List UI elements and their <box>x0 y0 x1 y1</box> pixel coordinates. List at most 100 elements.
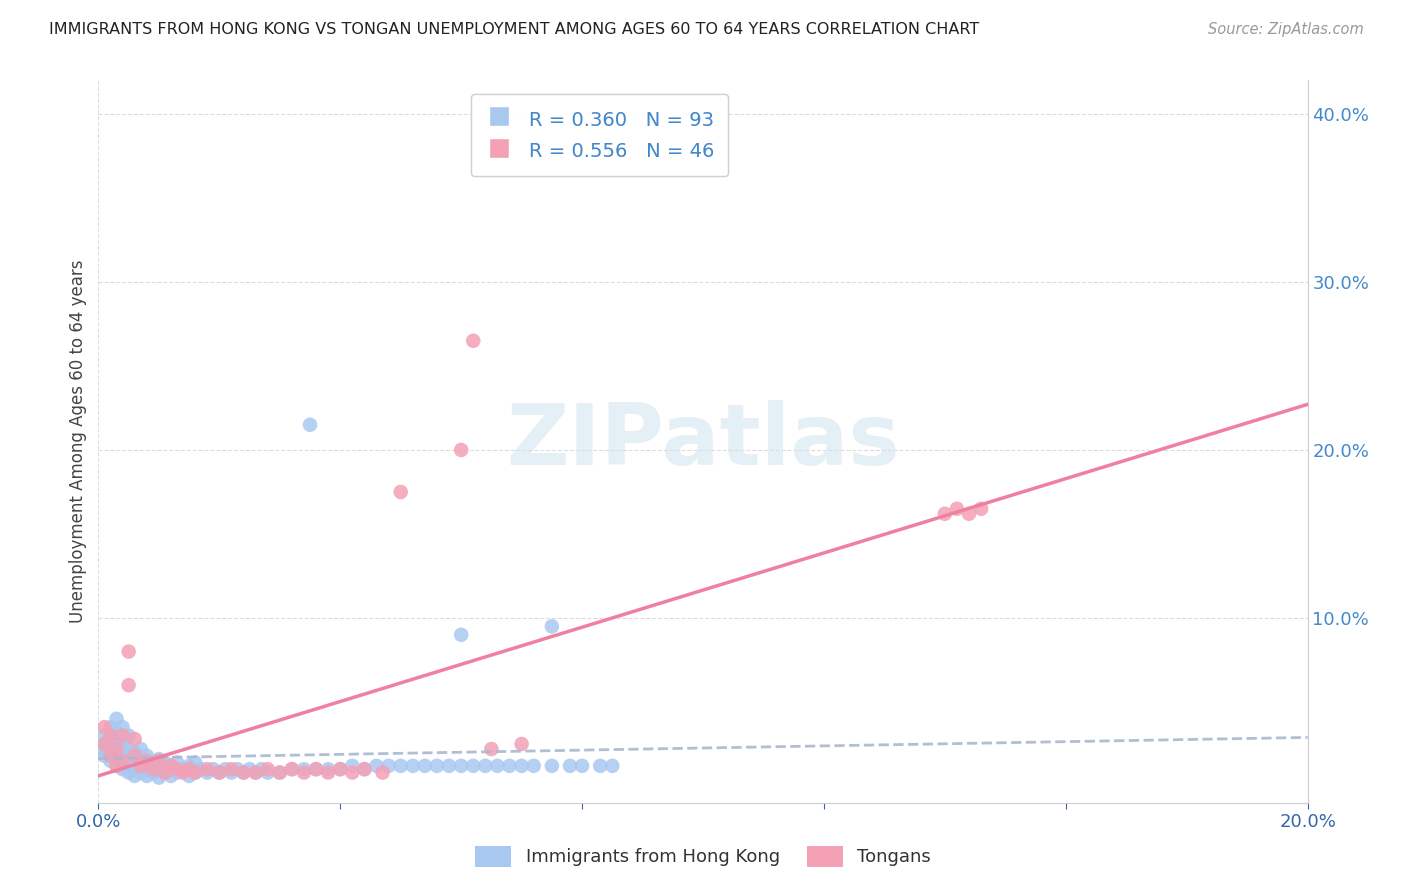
Point <box>481 742 503 756</box>
Point <box>195 762 218 776</box>
Point <box>256 765 278 780</box>
Point <box>957 507 980 521</box>
Point <box>166 756 188 770</box>
Point <box>148 752 170 766</box>
Point <box>202 762 225 776</box>
Point <box>121 762 143 776</box>
Point <box>463 334 485 348</box>
Text: ZIPatlas: ZIPatlas <box>506 400 900 483</box>
Point <box>153 765 176 780</box>
Point <box>184 756 207 770</box>
Point <box>100 754 122 768</box>
Point <box>342 759 364 773</box>
Point <box>118 678 141 692</box>
Point <box>226 762 249 776</box>
Point <box>93 748 115 763</box>
Point <box>510 759 533 773</box>
Point <box>377 759 399 773</box>
Point <box>118 644 141 658</box>
Point <box>166 765 188 780</box>
Point <box>179 769 201 783</box>
Point <box>498 759 520 773</box>
Point <box>571 759 593 773</box>
Point <box>208 765 231 780</box>
Point <box>486 759 509 773</box>
Point <box>450 628 472 642</box>
Point <box>135 754 157 768</box>
Point <box>118 742 141 756</box>
Point <box>100 748 122 763</box>
Point <box>124 731 146 746</box>
Point <box>160 759 183 773</box>
Point <box>256 762 278 776</box>
Point <box>105 742 128 756</box>
Point <box>389 485 412 500</box>
Point <box>179 762 201 776</box>
Point <box>245 765 267 780</box>
Point <box>135 748 157 763</box>
Point <box>239 762 262 776</box>
Point <box>142 765 165 780</box>
Point <box>589 759 612 773</box>
Point <box>371 765 394 780</box>
Point <box>232 765 254 780</box>
Point <box>118 765 141 780</box>
Point <box>316 765 339 780</box>
Point <box>463 759 485 773</box>
Point <box>148 762 170 776</box>
Point <box>142 756 165 770</box>
Point <box>402 759 425 773</box>
Point <box>281 762 304 776</box>
Point <box>105 745 128 759</box>
Point <box>510 737 533 751</box>
Point <box>160 769 183 783</box>
Point <box>413 759 436 773</box>
Point <box>426 759 449 773</box>
Text: Source: ZipAtlas.com: Source: ZipAtlas.com <box>1208 22 1364 37</box>
Point <box>118 754 141 768</box>
Point <box>281 762 304 776</box>
Point <box>523 759 546 773</box>
Point <box>934 507 956 521</box>
Point <box>195 765 218 780</box>
Point <box>179 759 201 773</box>
Point <box>299 417 322 432</box>
Point <box>305 762 328 776</box>
Point <box>111 748 134 763</box>
Point <box>111 720 134 734</box>
Point <box>250 762 273 776</box>
Point <box>269 765 291 780</box>
Point <box>153 756 176 770</box>
Point <box>90 742 112 756</box>
Point <box>366 759 388 773</box>
Point <box>93 737 115 751</box>
Point <box>96 745 118 759</box>
Point <box>184 765 207 780</box>
Point <box>114 759 136 773</box>
Point <box>329 762 352 776</box>
Point <box>105 737 128 751</box>
Point <box>118 729 141 743</box>
Point <box>208 765 231 780</box>
Point <box>172 765 194 780</box>
Point <box>108 754 131 768</box>
Point <box>129 759 152 773</box>
Point <box>946 501 969 516</box>
Point <box>142 762 165 776</box>
Point <box>172 762 194 776</box>
Point <box>93 737 115 751</box>
Point <box>214 762 236 776</box>
Point <box>540 619 562 633</box>
Point <box>245 765 267 780</box>
Point <box>540 759 562 773</box>
Point <box>389 759 412 773</box>
Point <box>474 759 496 773</box>
Point <box>292 762 315 776</box>
Point <box>135 769 157 783</box>
Point <box>124 748 146 763</box>
Point <box>329 762 352 776</box>
Point <box>437 759 460 773</box>
Text: IMMIGRANTS FROM HONG KONG VS TONGAN UNEMPLOYMENT AMONG AGES 60 TO 64 YEARS CORRE: IMMIGRANTS FROM HONG KONG VS TONGAN UNEM… <box>49 22 980 37</box>
Point <box>148 771 170 785</box>
Point <box>111 754 134 768</box>
